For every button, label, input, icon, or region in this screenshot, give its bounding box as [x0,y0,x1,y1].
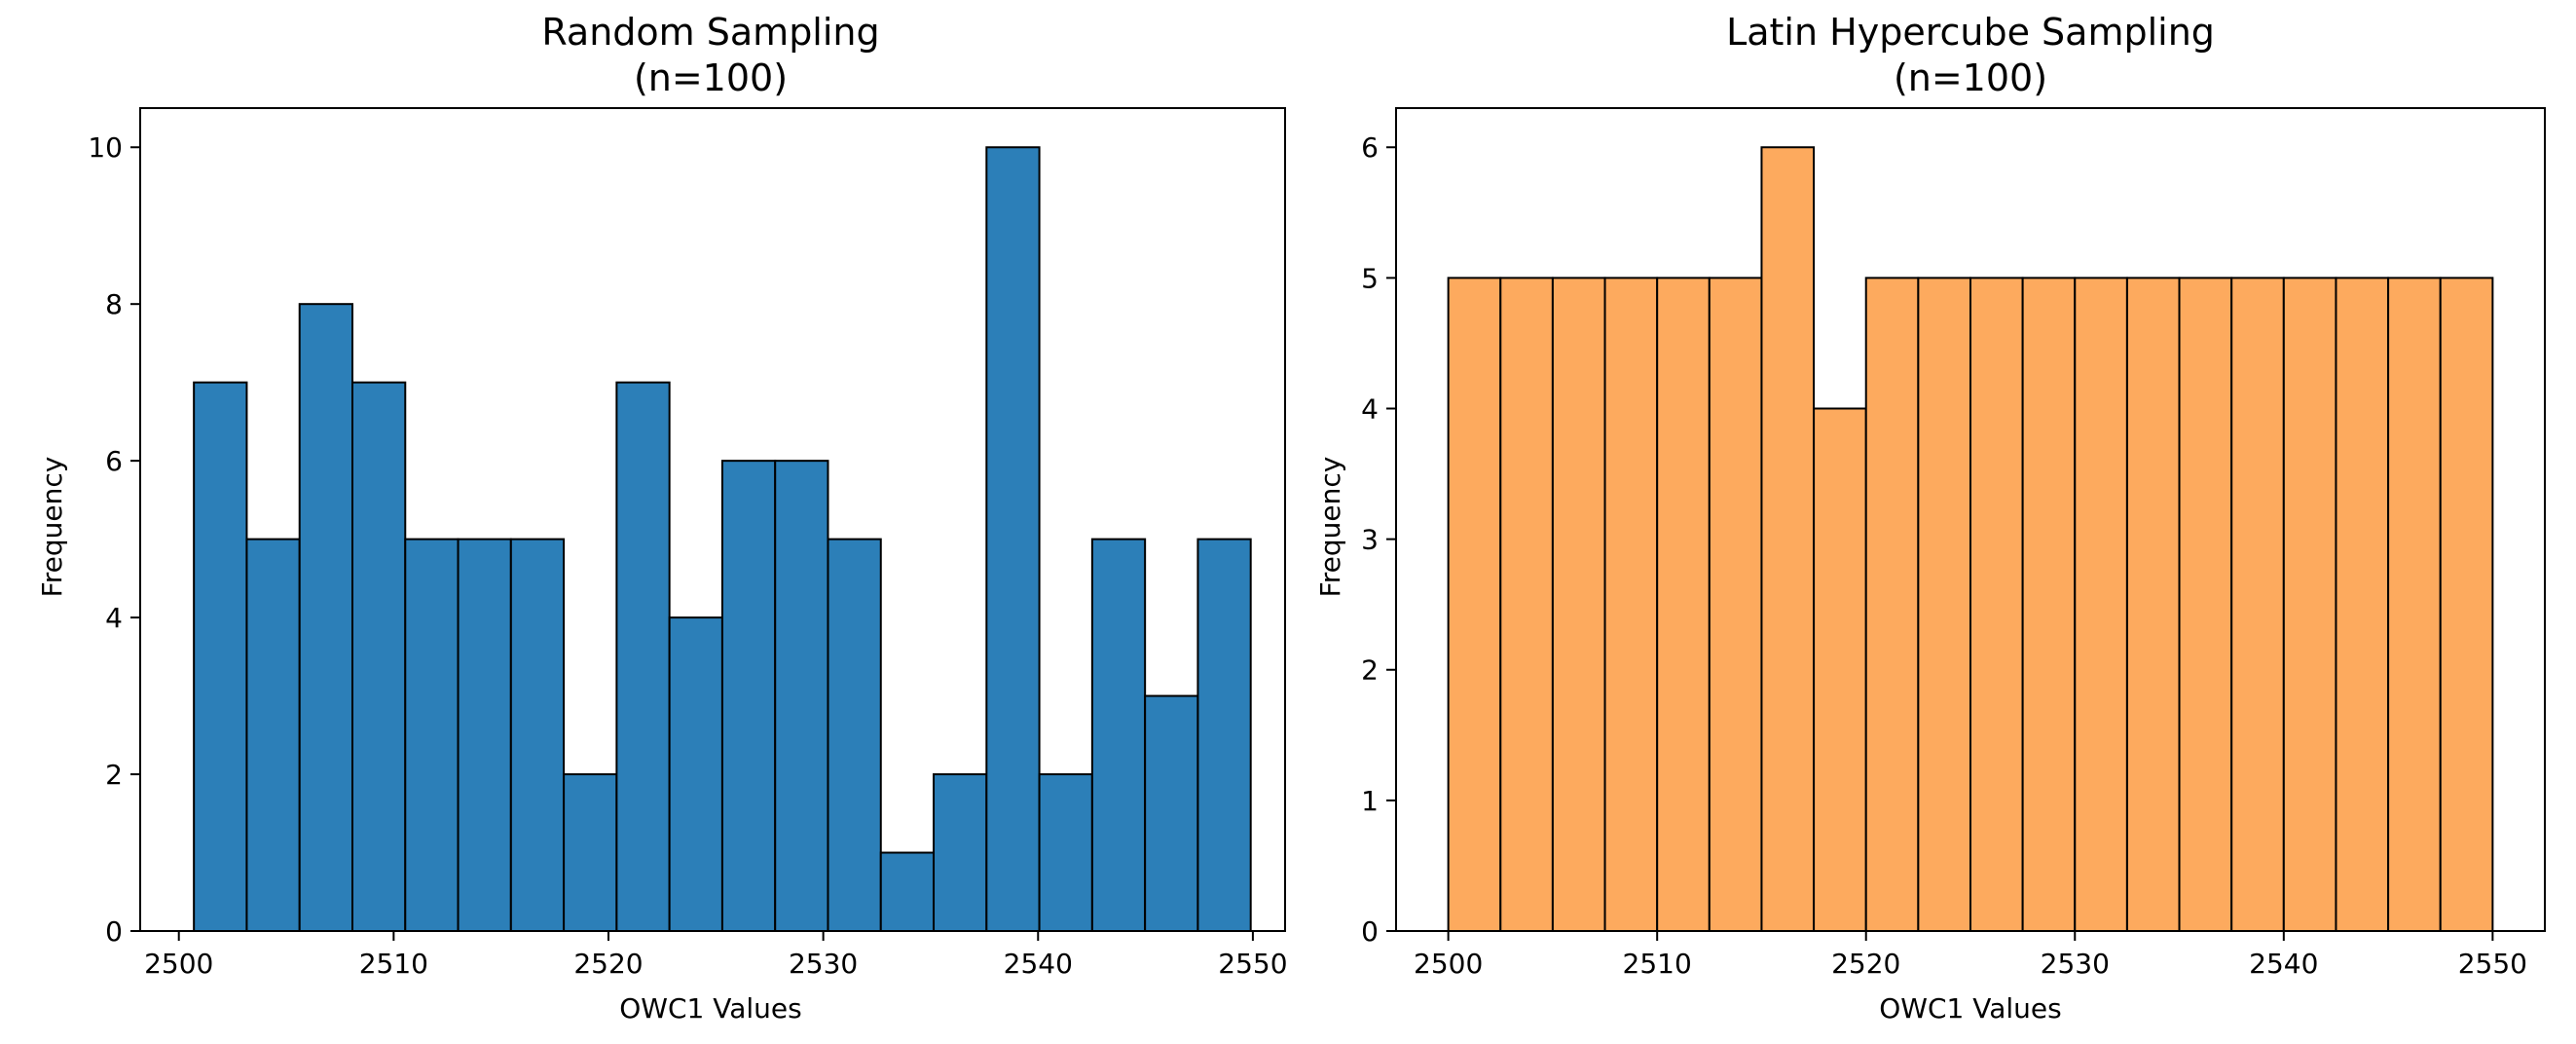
histogram-bar [1917,277,1972,933]
histogram-bar [2021,277,2077,933]
histogram-bar [2230,277,2285,933]
y-tick-label: 3 [1361,524,1379,556]
x-tick-label: 2500 [144,948,213,980]
histogram-bar [2439,277,2494,933]
histogram-bar [193,381,248,932]
histogram-bar [1603,277,1659,933]
histogram-bar [933,773,988,932]
x-tick-label: 2550 [2458,948,2527,980]
random-sampling-histogram: Random Sampling (n=100) OWC1 Values Freq… [36,11,1288,1025]
y-axis-label: Frequency [1314,457,1346,598]
histogram-bar [1864,277,1920,933]
x-axis-label: OWC1 Values [1879,992,2061,1025]
y-ticks: 0 2 4 6 8 10 [88,131,140,948]
chart-title-line1: Random Sampling [541,11,879,54]
x-tick-label: 2510 [359,948,428,980]
y-tick-label: 6 [105,445,123,477]
histogram-bar [1813,407,1867,932]
y-ticks: 0 1 2 3 4 5 6 [1361,131,1396,948]
histogram-bar [668,616,723,932]
histogram-bar [1447,277,1502,933]
plot-frame [139,107,1286,932]
chart-title-line1: Latin Hypercube Sampling [1726,11,2215,54]
y-tick-label: 0 [1361,915,1379,948]
histogram-bar [2125,277,2181,933]
y-tick-label: 1 [1361,785,1379,817]
histogram-bar [720,460,777,932]
histogram-bar [774,460,829,932]
histogram-bar [615,381,671,932]
histogram-bar [1090,538,1147,932]
x-tick-label: 2540 [2249,948,2318,980]
x-tick-label: 2550 [1218,948,1287,980]
x-tick-label: 2530 [2041,948,2110,980]
histogram-bar [1708,277,1763,933]
y-tick-label: 8 [105,288,123,320]
chart-title-line2: (n=100) [1894,56,2047,99]
y-tick-label: 6 [1361,131,1379,164]
x-tick-label: 2540 [1004,948,1073,980]
x-tick-label: 2510 [1623,948,1692,980]
y-tick-label: 4 [105,602,123,634]
x-ticks: 2500 2510 2520 2530 2540 2550 [144,931,1288,980]
histogram-bar [1144,694,1199,932]
histogram-bar [404,538,460,932]
y-tick-label: 2 [1361,654,1379,687]
histogram-bar [985,146,1041,932]
histogram-bar [1969,277,2024,933]
y-axis-label: Frequency [36,457,68,598]
x-axis-label: OWC1 Values [619,992,801,1025]
histogram-bar [1499,277,1554,933]
y-tick-label: 4 [1361,392,1379,425]
chart-title-line2: (n=100) [634,56,788,99]
latin-hypercube-sampling-histogram: Latin Hypercube Sampling (n=100) OWC1 Va… [1314,11,2546,1025]
bars [193,146,1252,932]
histogram-bar [457,538,512,932]
histogram-bar [827,538,882,932]
y-tick-label: 2 [105,759,123,791]
plot-frame [1395,107,2546,932]
histogram-bar [1038,773,1093,932]
x-tick-label: 2520 [573,948,643,980]
histogram-bar [2074,277,2128,933]
histogram-bar [350,381,407,932]
x-ticks: 2500 2510 2520 2530 2540 2550 [1414,931,2527,980]
histogram-bar [298,303,353,932]
x-tick-label: 2500 [1414,948,1483,980]
histogram-bar [2335,277,2390,933]
bars [1447,146,2494,933]
y-tick-label: 5 [1361,262,1379,294]
histogram-bar [1760,146,1816,932]
y-tick-label: 10 [88,131,123,164]
histogram-bar [509,538,566,932]
histogram-bar [2387,277,2442,933]
x-tick-label: 2530 [789,948,858,980]
histogram-bar [2178,277,2233,933]
x-tick-label: 2520 [1831,948,1900,980]
histogram-bar [879,851,936,932]
histogram-bar [1551,277,1606,933]
histogram-bar [245,538,301,932]
histogram-bar [1656,277,1711,933]
histogram-bar [1196,538,1252,932]
histogram-bar [563,773,618,932]
y-tick-label: 0 [105,915,123,948]
histogram-bar [2282,277,2337,933]
